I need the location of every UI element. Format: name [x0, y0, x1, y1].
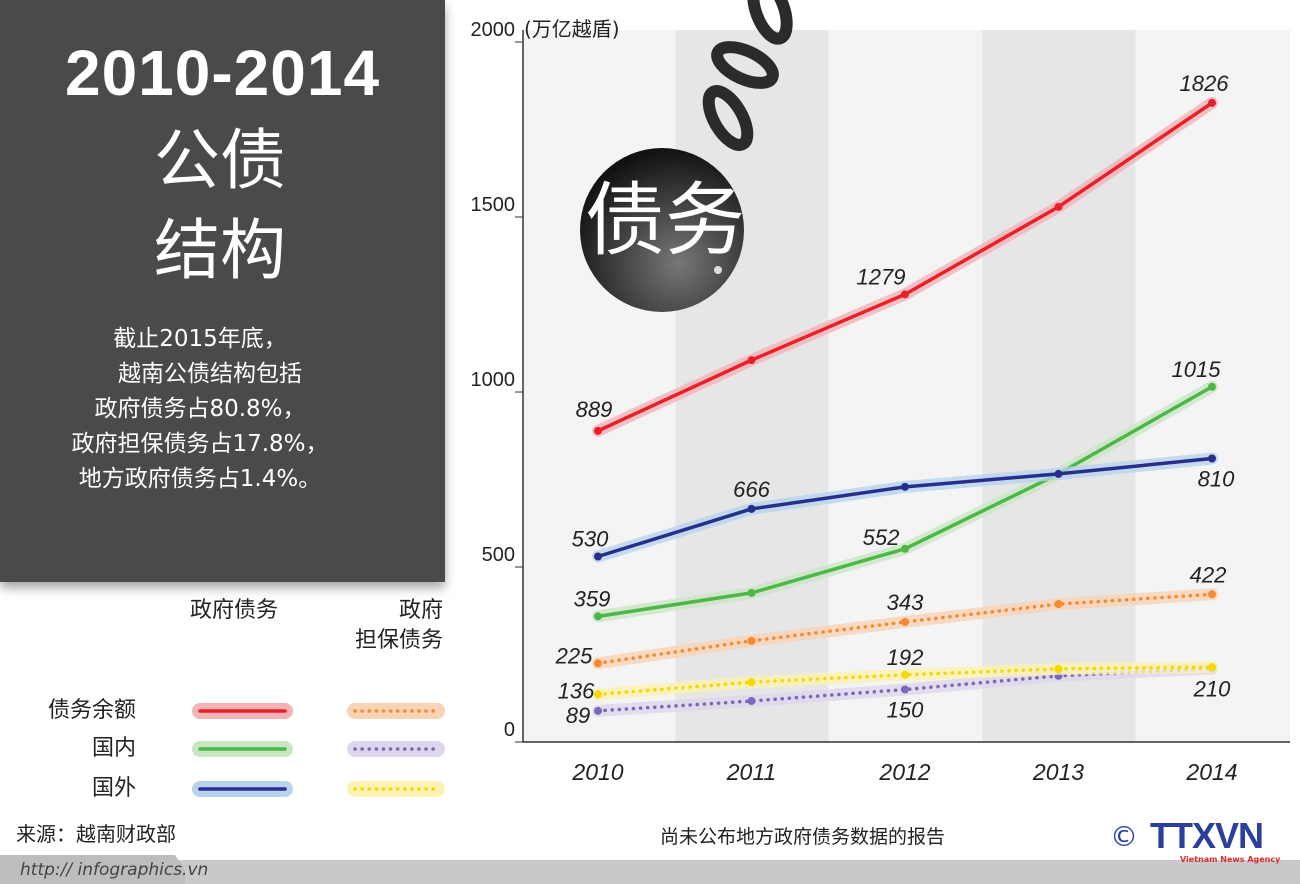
- data-label: 150: [887, 698, 924, 723]
- subtitle-line: 结构: [154, 212, 286, 289]
- data-label: 359: [574, 586, 611, 611]
- footer-bar: [0, 860, 1300, 884]
- data-point: [1054, 202, 1063, 211]
- x-tick-label: 2010: [571, 759, 623, 785]
- data-label: 89: [566, 703, 590, 728]
- data-label: 1826: [1180, 71, 1230, 96]
- source-text: 来源：越南财政部: [16, 822, 176, 846]
- data-point: [594, 690, 602, 699]
- data-label: 552: [863, 525, 900, 550]
- y-tick-label: 500: [482, 544, 515, 566]
- data-point: [1208, 590, 1216, 599]
- legend-col-gov: 政府债务: [190, 598, 279, 623]
- data-label: 666: [733, 477, 770, 502]
- plot-background: [523, 30, 1290, 742]
- y-axis-unit: (万亿越盾): [524, 17, 620, 41]
- wrecking-ball: [580, 0, 793, 312]
- website-link[interactable]: http:// infographics.vn: [20, 860, 209, 880]
- y-tick-label: 0: [504, 719, 515, 741]
- panel-description: 截止2015年底， 越南公债结构包括 政府债务占80.8%， 政府担保债务占17…: [0, 322, 400, 497]
- data-point: [1208, 98, 1216, 107]
- legend-row-domestic: 国内: [91, 736, 136, 761]
- data-point: [594, 706, 602, 715]
- logo-tagline: Vietnam News Agency: [1180, 855, 1281, 864]
- data-point: [1208, 663, 1216, 672]
- data-point: [747, 697, 756, 706]
- data-label: 192: [887, 645, 924, 670]
- data-point: [747, 636, 756, 645]
- data-point: [901, 685, 909, 694]
- panel-subtitle: 公债 结构: [0, 116, 440, 296]
- legend-col-line: 政府: [398, 598, 443, 623]
- title-panel: 2010-2014 公债 结构 截止2015年底， 越南公债结构包括 政府债务占…: [0, 0, 445, 582]
- x-tick-label: 2011: [726, 759, 776, 785]
- ball-text: 债务: [585, 174, 745, 267]
- data-label: 343: [887, 590, 924, 615]
- chain-link: [702, 85, 754, 151]
- data-label: 422: [1190, 562, 1227, 587]
- data-label: 136: [558, 678, 595, 703]
- legend-row-foreign: 国外: [91, 776, 136, 801]
- data-point: [594, 552, 602, 561]
- desc-line: 政府担保债务占17.8%，: [71, 431, 329, 457]
- desc-line: 越南公债结构包括: [118, 361, 302, 387]
- data-label: 210: [1193, 677, 1231, 702]
- data-point: [901, 670, 909, 679]
- data-point: [901, 544, 909, 553]
- data-label: 225: [555, 643, 593, 668]
- chain-link: [711, 41, 779, 89]
- footer-tab: [0, 855, 185, 884]
- data-point: [901, 617, 909, 626]
- data-point: [594, 426, 602, 435]
- data-label: 889: [576, 397, 613, 422]
- y-tick-label: 1000: [471, 369, 516, 391]
- logo-brand: TTXVN: [1150, 815, 1264, 856]
- data-point: [901, 290, 909, 299]
- series-line-5: [596, 665, 1214, 697]
- data-point: [747, 678, 756, 687]
- legend-col-line: 担保债务: [354, 628, 443, 653]
- x-tick-label: 2014: [1185, 759, 1237, 785]
- data-point: [747, 504, 756, 513]
- subtitle-line: 公债: [154, 122, 286, 199]
- legend-row-total: 债务余额: [47, 698, 136, 723]
- data-point: [594, 659, 602, 668]
- copyright-icon: ©: [1110, 820, 1138, 853]
- data-label: 530: [572, 527, 609, 552]
- data-label: 810: [1198, 467, 1235, 492]
- desc-line: 地方政府债务占1.4%。: [78, 466, 322, 492]
- data-point: [1054, 664, 1063, 673]
- data-point: [1208, 454, 1216, 463]
- x-tick-label: 2012: [878, 759, 930, 785]
- data-point: [1208, 382, 1216, 391]
- desc-line: 截止2015年底，: [113, 326, 287, 352]
- panel-title: 2010-2014: [64, 37, 381, 109]
- data-label: 1279: [857, 264, 906, 289]
- data-point: [747, 588, 756, 597]
- ttxvn-logo: © TTXVN Vietnam News Agency: [1110, 818, 1295, 868]
- chain-link: [747, 0, 793, 45]
- y-tick-label: 2000: [471, 19, 516, 41]
- data-label: 1015: [1172, 357, 1222, 382]
- data-point: [901, 482, 909, 491]
- footnote: 尚未公布地方政府债务数据的报告: [660, 826, 946, 848]
- ball-highlight: [714, 266, 722, 274]
- desc-line: 政府债务占80.8%，: [94, 396, 306, 422]
- ball: [580, 148, 744, 312]
- y-tick-label: 1500: [471, 194, 516, 216]
- shaded-band-2013: [982, 30, 1136, 742]
- legend-col-guaranteed: 政府 担保债务: [330, 596, 443, 656]
- data-point: [1054, 469, 1063, 478]
- data-point: [1054, 600, 1063, 609]
- data-point: [594, 612, 602, 621]
- data-point: [747, 356, 756, 365]
- x-tick-label: 2013: [1032, 759, 1084, 785]
